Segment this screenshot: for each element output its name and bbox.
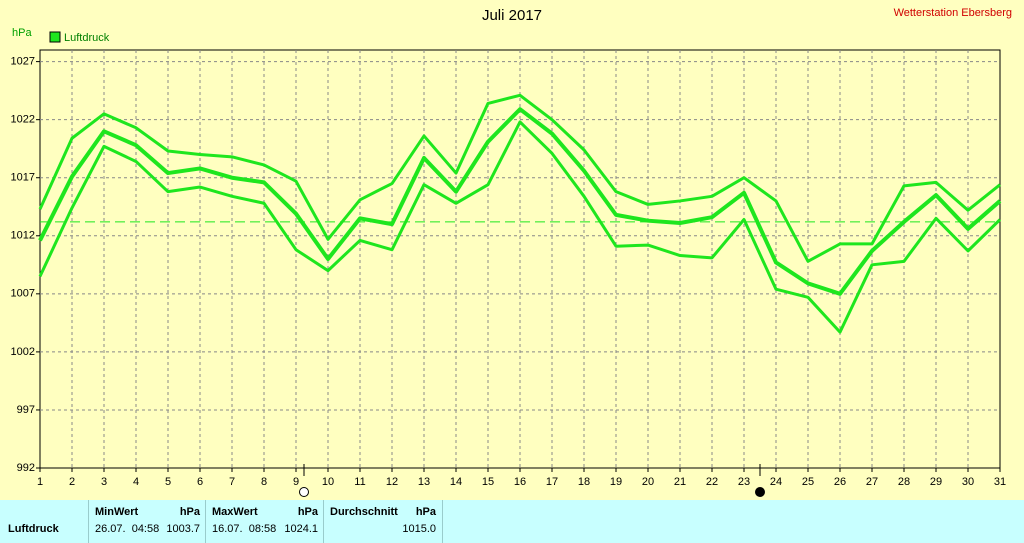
x-tick-label: 4	[133, 476, 139, 488]
x-tick-label: 17	[546, 476, 558, 488]
mean-line	[38, 107, 1002, 296]
column: MinWert hPa 26.07. 04:58 1003.7	[88, 500, 206, 543]
full-moon-icon	[299, 487, 309, 497]
column: MaxWert hPa 16.07. 08:58 1024.1	[205, 500, 324, 543]
cell-time: 16.07. 08:58	[212, 523, 277, 535]
x-tick-label: 15	[482, 476, 494, 488]
x-tick-label: 28	[898, 476, 910, 488]
new-moon-icon	[755, 487, 765, 497]
min-line	[38, 120, 1002, 334]
legend: Luftdruck	[49, 31, 110, 44]
y-tick-label: 1007	[11, 288, 35, 300]
x-tick-label: 1	[37, 476, 43, 488]
x-tick-label: 23	[738, 476, 750, 488]
column-unit: hPa	[415, 506, 436, 518]
x-tick-label: 26	[834, 476, 846, 488]
row-label: Luftdruck	[8, 523, 59, 535]
x-tick-label: 27	[866, 476, 878, 488]
legend-label: Luftdruck	[64, 32, 110, 44]
column-unit: hPa	[179, 506, 200, 518]
x-tick-label: 13	[418, 476, 430, 488]
y-tick-label: 1012	[11, 230, 35, 242]
x-tick-label: 12	[386, 476, 398, 488]
x-tick-label: 3	[101, 476, 107, 488]
legend-swatch	[49, 31, 61, 43]
cell-value: 1024.1	[284, 523, 318, 535]
x-tick-label: 19	[610, 476, 622, 488]
x-tick-label: 21	[674, 476, 686, 488]
y-tick-label: 1017	[11, 172, 35, 184]
y-tick-label: 997	[17, 404, 35, 416]
x-tick-label: 6	[197, 476, 203, 488]
column-title: Durchschnitt	[330, 506, 398, 518]
x-tick-label: 2	[69, 476, 75, 488]
x-tick-label: 7	[229, 476, 235, 488]
label-column: Luftdruck	[0, 500, 88, 543]
x-tick-label: 20	[642, 476, 654, 488]
y-axis-label: hPa	[12, 27, 32, 39]
x-tick-label: 18	[578, 476, 590, 488]
column-title: MaxWert	[212, 506, 258, 518]
x-tick-label: 31	[994, 476, 1006, 488]
x-tick-label: 25	[802, 476, 814, 488]
x-tick-label: 11	[354, 476, 365, 488]
column-unit: hPa	[297, 506, 318, 518]
y-tick-label: 1022	[11, 114, 35, 126]
x-tick-label: 14	[450, 476, 462, 488]
x-tick-label: 16	[514, 476, 526, 488]
station-name: Wetterstation Ebersberg	[894, 7, 1012, 19]
cell-value: 1003.7	[166, 523, 200, 535]
max-line	[38, 93, 1001, 263]
x-tick-label: 30	[962, 476, 974, 488]
y-tick-label: 992	[17, 462, 35, 474]
y-tick-label: 1002	[11, 346, 35, 358]
x-tick-label: 10	[322, 476, 334, 488]
column-title: MinWert	[95, 506, 139, 518]
cell-value: 1015.0	[402, 523, 436, 535]
summary-table: Luftdruck MinWert hPa 26.07. 04:58 1003.…	[0, 500, 1024, 543]
cell-time: 26.07. 04:58	[95, 523, 160, 535]
x-tick-label: 29	[930, 476, 942, 488]
x-tick-label: 24	[770, 476, 782, 488]
x-tick-label: 8	[261, 476, 267, 488]
column: Durchschnitt hPa 1015.0	[323, 500, 443, 543]
chart-title: Juli 2017	[482, 7, 542, 24]
x-tick-label: 22	[706, 476, 718, 488]
chart: Juli 2017 Wetterstation Ebersberg hPa Lu…	[11, 7, 1012, 497]
x-tick-label: 9	[293, 476, 299, 488]
x-tick-label: 5	[165, 476, 171, 488]
y-tick-label: 1027	[11, 56, 35, 68]
